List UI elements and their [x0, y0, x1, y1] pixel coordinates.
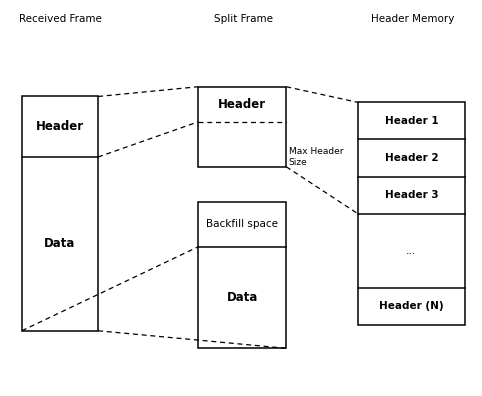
Text: Header 3: Header 3 [385, 190, 438, 200]
Text: Header (N): Header (N) [379, 301, 443, 311]
Text: ...: ... [406, 246, 416, 256]
Text: Data: Data [227, 291, 258, 304]
Text: Header 1: Header 1 [385, 116, 438, 126]
Bar [358, 102, 465, 325]
Bar [22, 97, 98, 331]
Text: Backfill space: Backfill space [206, 219, 278, 229]
Text: Header Memory: Header Memory [371, 15, 454, 25]
Text: Received Frame: Received Frame [18, 15, 101, 25]
Text: Header 2: Header 2 [385, 153, 438, 163]
Text: Split Frame: Split Frame [214, 15, 273, 25]
Text: Header: Header [36, 120, 84, 133]
Bar [198, 202, 286, 348]
Text: Data: Data [44, 237, 76, 250]
Text: Max Header
Size: Max Header Size [289, 147, 343, 167]
Text: Header: Header [218, 98, 266, 111]
Bar [198, 87, 286, 167]
